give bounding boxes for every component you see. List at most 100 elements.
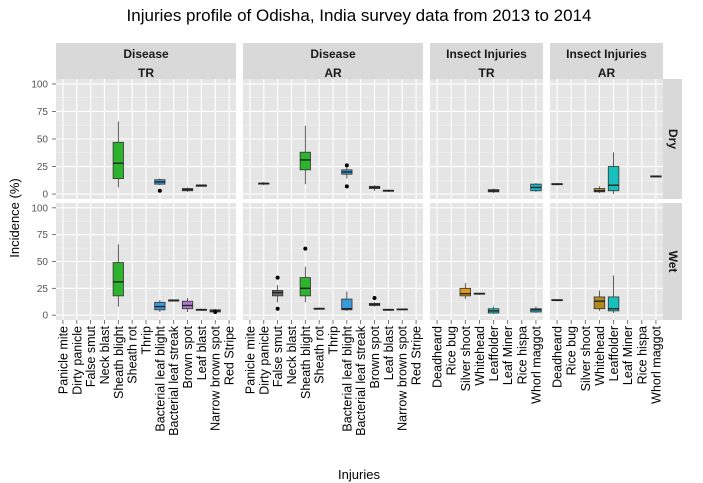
- boxplot: [181, 187, 194, 192]
- box-body: [607, 296, 620, 312]
- box-body: [593, 296, 606, 310]
- x-tick-label: Panicle mite: [56, 326, 70, 394]
- boxplot: [530, 183, 542, 192]
- x-tick-label: Brown spot: [181, 325, 195, 388]
- boxplot: [195, 184, 207, 187]
- x-tick-label: Red Stripe: [223, 326, 237, 385]
- facet-strip: [550, 43, 663, 79]
- outlier-point: [275, 275, 280, 280]
- x-tick-label: Dirty panicle: [257, 326, 271, 395]
- plot-layer: Disease TR Disease AR Insect Injuries TR Insec…: [31, 43, 682, 436]
- x-tick-label: Narrow brown spot: [396, 325, 410, 430]
- y-tick-label: 50: [37, 135, 49, 146]
- box-body: [607, 166, 620, 192]
- boxplot: [299, 125, 311, 185]
- outlier-point: [213, 309, 218, 314]
- facet-strip: [430, 43, 543, 79]
- x-tick-label: Red Stripe: [410, 326, 424, 385]
- boxplot: [154, 178, 166, 193]
- facet-row-label: Dry: [666, 129, 680, 149]
- x-tick-label: Bacterial leaf blight: [340, 325, 354, 431]
- x-tick-label: Narrow brown spot: [209, 325, 223, 430]
- boxplot: [473, 292, 486, 295]
- y-tick-label: 100: [31, 79, 48, 90]
- boxplot: [341, 163, 353, 189]
- boxplot: [209, 308, 221, 314]
- outlier-point: [303, 246, 308, 251]
- boxplot: [368, 185, 381, 191]
- boxplot: [607, 152, 620, 195]
- facet-strip-label: TR: [138, 66, 154, 80]
- outlier-point: [344, 184, 349, 189]
- y-tick-label: 100: [31, 203, 48, 214]
- x-tick-label: Leaf Miner: [621, 326, 635, 385]
- x-tick-label: Sheath rot: [126, 325, 140, 383]
- x-tick-label: Brown spot: [368, 325, 382, 388]
- x-tick-label: Bacterial leaf streak: [167, 325, 181, 436]
- x-tick-label: Bacterial leaf blight: [153, 325, 167, 431]
- boxplot: [607, 275, 620, 314]
- boxplot: [313, 307, 325, 310]
- x-tick-label: Thrip: [140, 326, 154, 355]
- boxplot: [650, 175, 662, 178]
- boxplot: [551, 183, 563, 186]
- outlier-point: [344, 163, 349, 168]
- boxplot: [299, 246, 311, 303]
- facet-strip: [56, 43, 236, 79]
- x-tick-label: Leaf Miner: [501, 326, 515, 385]
- y-axis-title: Incidence (%): [7, 178, 22, 257]
- box-body: [459, 287, 472, 297]
- boxplot: [382, 308, 394, 311]
- boxplot: [181, 297, 194, 312]
- x-tick-label: Leaffolder: [607, 326, 621, 381]
- boxplot: [112, 244, 124, 307]
- boxplot: [168, 299, 180, 302]
- x-tick-label: Sheath blight: [112, 325, 126, 399]
- x-tick-label: Whorl maggot: [529, 325, 543, 403]
- x-tick-label: Rice hispa: [515, 326, 529, 384]
- facet-strip-label: Insect Injuries: [446, 47, 527, 61]
- chart-title: Injuries profile of Odisha, India survey…: [127, 6, 592, 25]
- y-tick-label: 25: [37, 162, 49, 173]
- x-tick-label: Neck blast: [285, 325, 299, 384]
- boxplot: [487, 306, 500, 315]
- x-tick-label: Dirty panicle: [70, 326, 84, 395]
- box-body: [112, 262, 124, 297]
- boxplot: [341, 291, 353, 311]
- x-tick-label: Panicle mite: [243, 326, 257, 394]
- box-body: [299, 151, 311, 171]
- facet-strip-label: Insect Injuries: [566, 47, 647, 61]
- y-tick-label: 0: [42, 190, 48, 201]
- x-tick-label: Thrip: [327, 326, 341, 355]
- boxplot: [368, 295, 381, 307]
- x-tick-label: Silver shoot: [459, 325, 473, 391]
- outlier-point: [372, 295, 377, 300]
- y-tick-label: 25: [37, 284, 49, 295]
- boxplot: [487, 188, 500, 193]
- boxplot: [459, 282, 472, 300]
- x-tick-label: Deadheard: [431, 326, 445, 388]
- facet-strip-label: TR: [479, 66, 495, 80]
- box-body: [341, 298, 353, 311]
- boxplot: [195, 308, 207, 311]
- x-tick-label: Leaf blast: [195, 325, 209, 380]
- facet-strip-label: AR: [598, 66, 616, 80]
- x-tick-label: Whorl maggot: [649, 325, 663, 403]
- x-tick-label: Rice bug: [445, 326, 459, 375]
- outlier-point: [275, 306, 280, 311]
- boxplot: [382, 189, 394, 192]
- x-tick-label: Silver shoot: [579, 325, 593, 391]
- boxplot: [530, 306, 542, 314]
- x-tick-label: Neck blast: [98, 325, 112, 384]
- box-body: [299, 277, 311, 297]
- y-tick-label: 0: [42, 311, 48, 322]
- outlier-point: [157, 188, 162, 193]
- x-tick-label: Leaffolder: [487, 326, 501, 381]
- x-tick-label: False smut: [271, 325, 285, 387]
- y-tick-label: 75: [37, 107, 49, 118]
- facet-strip: [663, 79, 682, 199]
- x-tick-label: Sheath rot: [313, 325, 327, 383]
- x-tick-label: Leaf blast: [382, 325, 396, 380]
- facet-strip: [243, 43, 423, 79]
- x-tick-label: Whitehead: [473, 326, 487, 386]
